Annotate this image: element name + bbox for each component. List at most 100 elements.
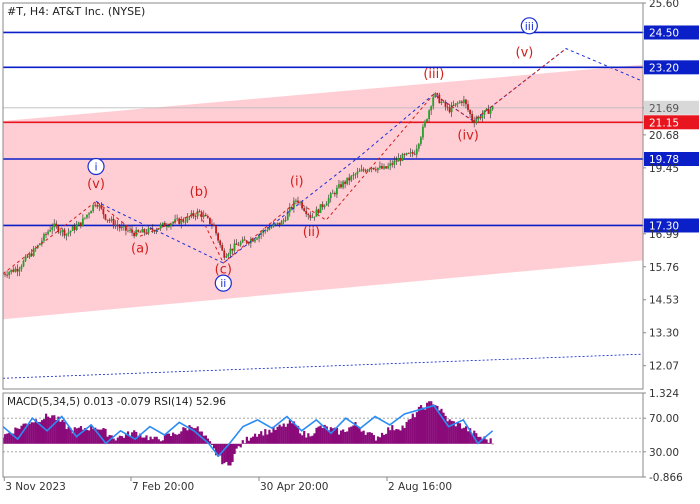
price-level-tag bbox=[644, 25, 699, 40]
macd-histogram-bar bbox=[104, 428, 107, 444]
wave-label-circle bbox=[520, 17, 538, 35]
macd-histogram-bar bbox=[153, 436, 156, 444]
indicator-tick-label: 70.00 bbox=[649, 413, 679, 425]
candle-body bbox=[131, 229, 133, 233]
candle-body bbox=[192, 213, 195, 217]
macd-histogram-bar bbox=[313, 433, 316, 444]
candle-body bbox=[98, 205, 101, 207]
macd-histogram-bar bbox=[442, 412, 445, 444]
macd-histogram-bar bbox=[227, 443, 230, 466]
candle-body bbox=[63, 229, 66, 236]
candle-body bbox=[409, 152, 412, 154]
candle-body bbox=[370, 167, 373, 170]
macd-histogram-bar bbox=[26, 424, 29, 444]
macd-histogram-bar bbox=[292, 421, 296, 444]
candle-body bbox=[254, 239, 256, 242]
candle-body bbox=[376, 167, 379, 171]
candle-body bbox=[20, 266, 23, 270]
macd-histogram-bar bbox=[299, 433, 302, 444]
macd-histogram-bar bbox=[88, 430, 91, 444]
macd-histogram-bar bbox=[34, 419, 37, 444]
macd-histogram-bar bbox=[114, 440, 117, 444]
macd-histogram-bar bbox=[276, 426, 279, 444]
macd-histogram-bar bbox=[161, 440, 164, 444]
candle-body bbox=[381, 166, 383, 169]
candle-body bbox=[469, 109, 471, 115]
macd-histogram-bar bbox=[157, 439, 160, 444]
macd-histogram-bar bbox=[380, 432, 384, 444]
candle-body bbox=[258, 234, 260, 239]
macd-histogram-bar bbox=[346, 431, 349, 444]
candle-body bbox=[206, 216, 209, 218]
candle-body bbox=[487, 108, 490, 114]
wave-label: iii bbox=[525, 20, 534, 33]
candle-body bbox=[245, 240, 248, 243]
macd-histogram-bar bbox=[233, 443, 236, 454]
macd-histogram-bar bbox=[426, 402, 429, 444]
macd-histogram-bar bbox=[28, 423, 31, 444]
candle-body bbox=[151, 228, 154, 231]
macd-histogram-bar bbox=[331, 428, 335, 444]
candle-body bbox=[346, 177, 349, 184]
candle-body bbox=[473, 120, 476, 123]
candle-body bbox=[120, 226, 123, 229]
macd-histogram-bar bbox=[358, 428, 361, 444]
trend-channel bbox=[3, 64, 643, 320]
candle-body bbox=[225, 256, 228, 258]
candle-body bbox=[288, 206, 291, 213]
candle-body bbox=[204, 214, 207, 217]
macd-histogram-bar bbox=[63, 421, 66, 444]
price-level-tag bbox=[644, 60, 699, 75]
price-tick-label: 19.45 bbox=[649, 163, 679, 175]
macd-histogram-bar bbox=[374, 440, 378, 444]
macd-histogram-bar bbox=[485, 439, 488, 444]
macd-histogram-bar bbox=[98, 429, 101, 444]
wave-label: (c) bbox=[215, 263, 232, 278]
macd-histogram-bar bbox=[290, 423, 294, 444]
candle-body bbox=[161, 222, 164, 225]
candle-body bbox=[442, 101, 445, 103]
macd-histogram-bar bbox=[356, 426, 359, 444]
candle-body bbox=[467, 104, 469, 110]
macd-histogram-bar bbox=[391, 425, 394, 444]
candle-body bbox=[104, 214, 107, 220]
candle-body bbox=[235, 243, 238, 245]
candle-body bbox=[256, 238, 258, 240]
macd-histogram-bar bbox=[124, 434, 128, 444]
indicator-pane-frame bbox=[2, 392, 644, 478]
candle-body bbox=[159, 224, 162, 229]
candle-body bbox=[364, 170, 367, 172]
candle-body bbox=[116, 224, 119, 227]
candle-body bbox=[209, 217, 211, 224]
indicator-tick-label: -0.866 bbox=[649, 472, 683, 484]
macd-histogram-bar bbox=[489, 438, 492, 444]
candle-body bbox=[295, 200, 297, 202]
candle-body bbox=[84, 217, 86, 219]
candle-body bbox=[178, 218, 181, 224]
candle-body bbox=[348, 177, 351, 181]
macd-histogram-bar bbox=[219, 443, 222, 456]
candle-body bbox=[460, 101, 463, 103]
macd-histogram-bar bbox=[192, 428, 195, 444]
macd-histogram-bar bbox=[342, 429, 345, 444]
candle-body bbox=[483, 110, 486, 115]
candle-body bbox=[397, 157, 400, 162]
candle-body bbox=[313, 216, 316, 218]
candle-body bbox=[26, 256, 29, 258]
main-pane-frame bbox=[2, 2, 644, 390]
candle-body bbox=[6, 274, 8, 276]
macd-histogram-bar bbox=[204, 435, 208, 444]
macd-histogram-bar bbox=[141, 437, 144, 444]
macd-histogram-bar bbox=[247, 440, 251, 444]
macd-histogram-bar bbox=[354, 422, 357, 444]
candle-body bbox=[420, 137, 422, 144]
macd-histogram-bar bbox=[223, 443, 226, 464]
candle-body bbox=[391, 163, 394, 165]
macd-histogram-bar bbox=[176, 434, 179, 444]
macd-histogram-bar bbox=[444, 415, 447, 444]
macd-histogram-bar bbox=[215, 443, 218, 456]
candle-body bbox=[65, 233, 68, 236]
candle-body bbox=[270, 226, 273, 228]
macd-histogram-bar bbox=[239, 443, 242, 448]
candle-body bbox=[485, 108, 488, 111]
